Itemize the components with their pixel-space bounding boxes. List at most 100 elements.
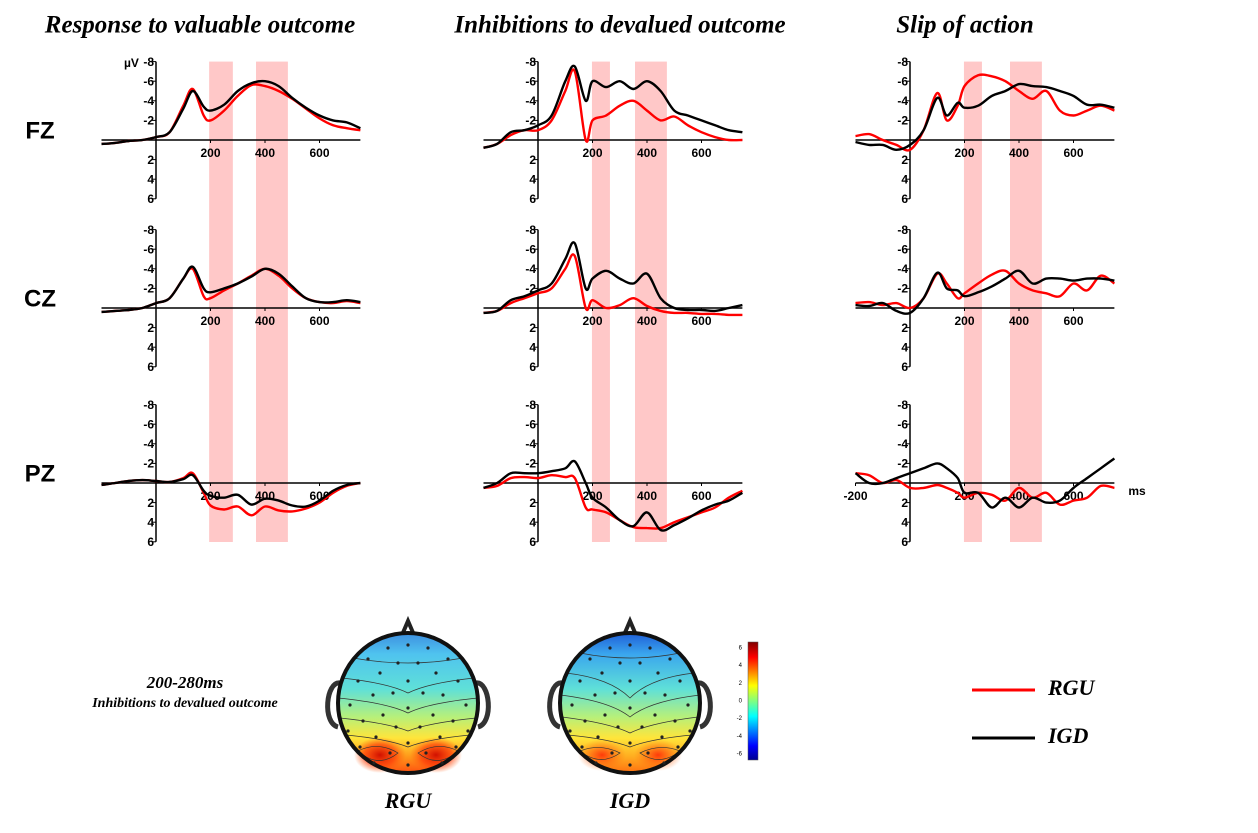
y-tick-label: -2 (525, 282, 536, 296)
y-tick-label: 4 (147, 340, 154, 354)
electrode (668, 657, 672, 661)
electrode (678, 679, 682, 683)
electrode (346, 729, 350, 733)
y-tick-label: -2 (525, 114, 536, 128)
x-axis-label: ms (1128, 484, 1146, 498)
colorbar-tick-label: -4 (737, 734, 743, 740)
y-tick-label: 4 (529, 340, 536, 354)
shaded-window (209, 61, 233, 542)
y-tick-label: -6 (897, 242, 908, 256)
electrode (610, 751, 614, 755)
electrode (446, 657, 450, 661)
electrode (628, 679, 632, 683)
electrode (431, 713, 435, 717)
x-tick-label: 200 (954, 146, 974, 160)
electrode (662, 761, 666, 765)
electrode (416, 661, 420, 665)
electrode (456, 679, 460, 683)
y-tick-label: -4 (525, 94, 536, 108)
y-tick-label: 4 (529, 172, 536, 186)
y-tick-label: -2 (143, 282, 154, 296)
x-tick-label: 200 (954, 314, 974, 328)
electrode (596, 735, 600, 739)
y-tick-label: -8 (897, 398, 908, 412)
electrode (688, 729, 692, 733)
electrode (608, 646, 612, 650)
y-tick-label: -4 (897, 262, 908, 276)
nose (400, 615, 416, 636)
electrode (570, 703, 574, 707)
y-tick-label: -2 (143, 457, 154, 471)
y-tick-label: -2 (897, 457, 908, 471)
y-tick-label: 2 (901, 153, 908, 167)
map-label: RGU (384, 788, 433, 813)
map-label: IGD (609, 788, 650, 813)
electrode (616, 725, 620, 729)
electrode (578, 679, 582, 683)
nose (622, 615, 638, 636)
row-label: FZ (25, 117, 54, 144)
x-tick-label: 200 (200, 314, 220, 328)
colorbar-tick-label: 4 (739, 663, 743, 669)
y-tick-label: 2 (147, 153, 154, 167)
erp-line (483, 241, 743, 315)
head-outline (558, 631, 702, 775)
y-tick-label: -4 (143, 437, 154, 451)
colorbar-tick-label: 0 (739, 699, 743, 705)
electrode (568, 729, 572, 733)
x-tick-label: 200 (200, 146, 220, 160)
erp-line (483, 459, 744, 532)
y-tick-label: 6 (529, 192, 536, 206)
electrode (648, 646, 652, 650)
electrode (438, 735, 442, 739)
y-tick-label: -6 (525, 242, 536, 256)
electrode (580, 745, 584, 749)
y-tick-label: -4 (525, 262, 536, 276)
y-tick-label: -6 (143, 417, 154, 431)
electrode (454, 745, 458, 749)
electrode (594, 761, 598, 765)
y-axis-label: µV (124, 56, 139, 70)
electrode (656, 671, 660, 675)
y-tick-label: -6 (897, 417, 908, 431)
electrode (660, 735, 664, 739)
electrode (441, 693, 445, 697)
y-tick-label: 4 (147, 515, 154, 529)
y-tick-label: -8 (897, 55, 908, 69)
electrode (676, 745, 680, 749)
y-tick-label: -6 (525, 417, 536, 431)
electrode (394, 725, 398, 729)
electrode (421, 691, 425, 695)
electrode (638, 661, 642, 665)
x-tick-label: 200 (582, 314, 602, 328)
y-tick-label: 2 (901, 496, 908, 510)
electrode (653, 713, 657, 717)
electrode (358, 745, 362, 749)
y-tick-label: 6 (147, 192, 154, 206)
electrode (406, 763, 410, 767)
y-tick-label: 4 (901, 172, 908, 186)
y-tick-label: -8 (525, 223, 536, 237)
y-tick-label: 6 (529, 360, 536, 374)
electrode (686, 703, 690, 707)
x-tick-label: 600 (691, 489, 711, 503)
y-tick-label: 2 (901, 321, 908, 335)
erp-line (101, 79, 361, 146)
electrode (628, 643, 632, 647)
electrode (613, 691, 617, 695)
y-tick-label: -4 (897, 94, 908, 108)
y-tick-label: 2 (529, 153, 536, 167)
x-tick-label: 600 (309, 146, 329, 160)
y-tick-label: -4 (143, 262, 154, 276)
electrode (381, 713, 385, 717)
electrode (406, 643, 410, 647)
colorbar-tick-label: 6 (739, 646, 743, 652)
electrode (391, 691, 395, 695)
y-tick-label: -2 (897, 114, 908, 128)
y-tick-label: -6 (897, 74, 908, 88)
x-tick-label: 600 (691, 314, 711, 328)
electrode (361, 719, 365, 723)
y-tick-label: 2 (529, 496, 536, 510)
x-tick-label: 400 (255, 314, 275, 328)
electrode (434, 671, 438, 675)
